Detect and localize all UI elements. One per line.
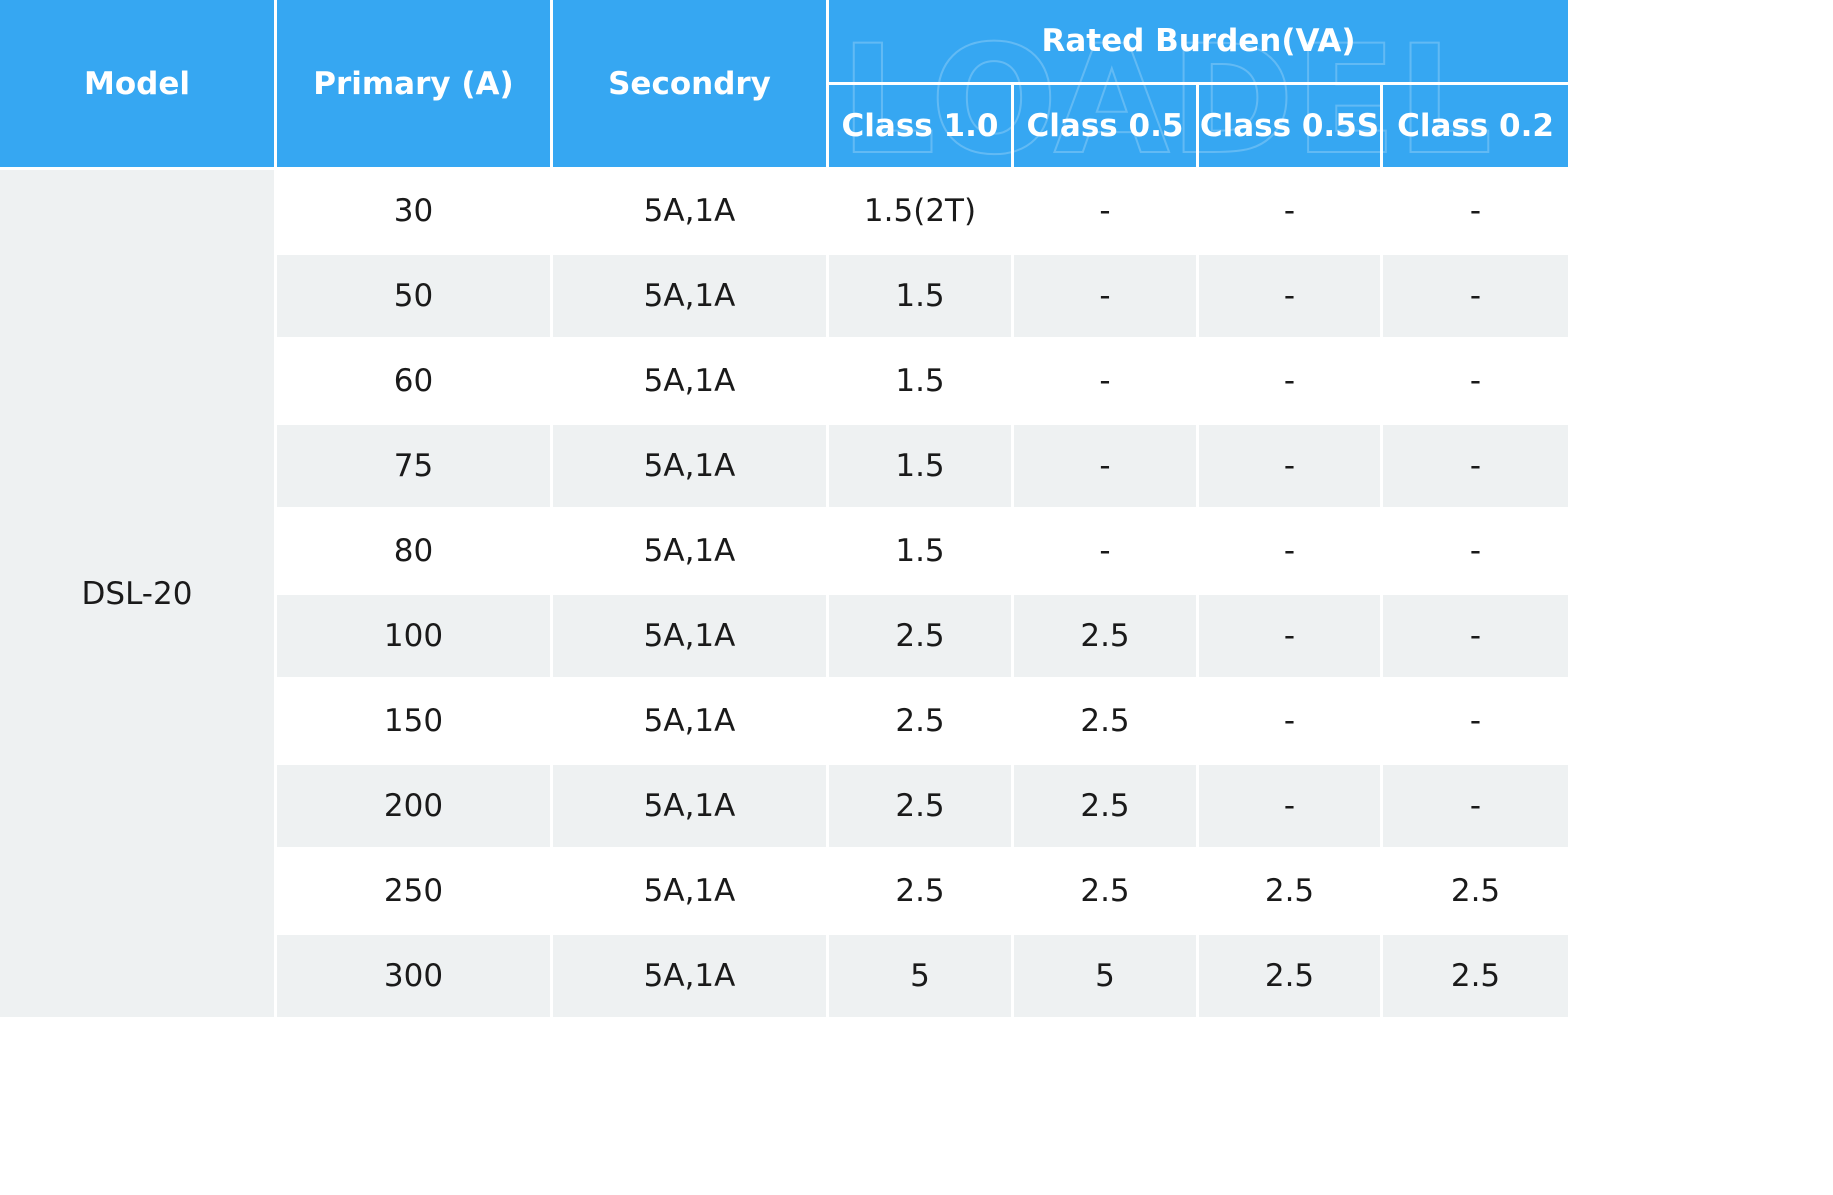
class-0-2-cell: -: [1383, 510, 1569, 595]
rated-burden-spec-table: Model Primary (A) Secondry Rated Burden(…: [0, 0, 1569, 1020]
class-0-5-cell: -: [1014, 510, 1199, 595]
table-row: 200 5A,1A 2.5 2.5 - -: [0, 765, 1569, 850]
secondary-cell: 5A,1A: [553, 680, 829, 765]
secondary-cell: 5A,1A: [553, 170, 829, 255]
class-0-2-cell: -: [1383, 170, 1569, 255]
spec-table-container: Model Primary (A) Secondry Rated Burden(…: [0, 0, 1569, 1020]
header-model: Model: [0, 0, 277, 170]
primary-cell: 150: [277, 680, 553, 765]
table-row: 50 5A,1A 1.5 - - -: [0, 255, 1569, 340]
primary-cell: 50: [277, 255, 553, 340]
class-0-5s-cell: -: [1199, 765, 1383, 850]
class-0-5-cell: 5: [1014, 935, 1199, 1020]
secondary-cell: 5A,1A: [553, 595, 829, 680]
secondary-cell: 5A,1A: [553, 510, 829, 595]
primary-cell: 30: [277, 170, 553, 255]
secondary-cell: 5A,1A: [553, 935, 829, 1020]
class-0-5-cell: 2.5: [1014, 595, 1199, 680]
class-1-0-cell: 2.5: [829, 850, 1014, 935]
class-0-5-cell: -: [1014, 340, 1199, 425]
secondary-cell: 5A,1A: [553, 850, 829, 935]
header-class-0-5s: Class 0.5S: [1199, 85, 1383, 170]
class-0-2-cell: -: [1383, 680, 1569, 765]
class-0-2-cell: 2.5: [1383, 935, 1569, 1020]
table-row: 250 5A,1A 2.5 2.5 2.5 2.5: [0, 850, 1569, 935]
model-cell: DSL-20: [0, 170, 277, 1020]
class-0-5-cell: 2.5: [1014, 850, 1199, 935]
class-0-5s-cell: -: [1199, 425, 1383, 510]
table-row: 300 5A,1A 5 5 2.5 2.5: [0, 935, 1569, 1020]
class-1-0-cell: 2.5: [829, 765, 1014, 850]
primary-cell: 80: [277, 510, 553, 595]
class-0-5s-cell: -: [1199, 340, 1383, 425]
primary-cell: 75: [277, 425, 553, 510]
class-0-2-cell: -: [1383, 765, 1569, 850]
class-0-5s-cell: -: [1199, 680, 1383, 765]
class-0-5s-cell: 2.5: [1199, 850, 1383, 935]
class-0-2-cell: -: [1383, 255, 1569, 340]
header-class-1-0: Class 1.0: [829, 85, 1014, 170]
secondary-cell: 5A,1A: [553, 340, 829, 425]
class-0-2-cell: -: [1383, 595, 1569, 680]
primary-cell: 250: [277, 850, 553, 935]
primary-cell: 200: [277, 765, 553, 850]
table-row: 80 5A,1A 1.5 - - -: [0, 510, 1569, 595]
class-1-0-cell: 1.5: [829, 340, 1014, 425]
table-body: DSL-20 30 5A,1A 1.5(2T) - - - 50 5A,1A 1…: [0, 170, 1569, 1020]
class-1-0-cell: 1.5: [829, 425, 1014, 510]
class-0-5-cell: -: [1014, 425, 1199, 510]
table-row: 100 5A,1A 2.5 2.5 - -: [0, 595, 1569, 680]
class-1-0-cell: 2.5: [829, 680, 1014, 765]
primary-cell: 60: [277, 340, 553, 425]
table-row: 60 5A,1A 1.5 - - -: [0, 340, 1569, 425]
class-0-5s-cell: 2.5: [1199, 935, 1383, 1020]
primary-cell: 300: [277, 935, 553, 1020]
table-row: DSL-20 30 5A,1A 1.5(2T) - - -: [0, 170, 1569, 1020]
class-0-5-cell: -: [1014, 170, 1199, 255]
class-0-2-cell: 2.5: [1383, 850, 1569, 935]
class-1-0-cell: 1.5(2T): [829, 170, 1014, 255]
table-row: 150 5A,1A 2.5 2.5 - -: [0, 680, 1569, 765]
class-0-5s-cell: -: [1199, 510, 1383, 595]
class-0-5-cell: 2.5: [1014, 680, 1199, 765]
class-0-5s-cell: -: [1199, 595, 1383, 680]
secondary-cell: 5A,1A: [553, 425, 829, 510]
class-1-0-cell: 1.5: [829, 510, 1014, 595]
class-0-2-cell: -: [1383, 340, 1569, 425]
class-0-2-cell: -: [1383, 425, 1569, 510]
header-secondary: Secondry: [553, 0, 829, 170]
secondary-cell: 5A,1A: [553, 255, 829, 340]
primary-cell: 100: [277, 595, 553, 680]
class-1-0-cell: 2.5: [829, 595, 1014, 680]
class-0-5s-cell: -: [1199, 170, 1383, 255]
header-class-0-2: Class 0.2: [1383, 85, 1569, 170]
header-row-top: Model Primary (A) Secondry Rated Burden(…: [0, 0, 1569, 170]
class-0-5s-cell: -: [1199, 255, 1383, 340]
class-0-5-cell: -: [1014, 255, 1199, 340]
class-1-0-cell: 5: [829, 935, 1014, 1020]
header-rated-burden: Rated Burden(VA): [829, 0, 1569, 85]
header-class-0-5: Class 0.5: [1014, 85, 1199, 170]
class-1-0-cell: 1.5: [829, 255, 1014, 340]
header-primary: Primary (A): [277, 0, 553, 170]
table-row: 75 5A,1A 1.5 - - -: [0, 425, 1569, 510]
header-row-classes: Class 1.0 Class 0.5 Class 0.5S Class 0.2: [0, 85, 1569, 170]
secondary-cell: 5A,1A: [553, 765, 829, 850]
class-0-5-cell: 2.5: [1014, 765, 1199, 850]
